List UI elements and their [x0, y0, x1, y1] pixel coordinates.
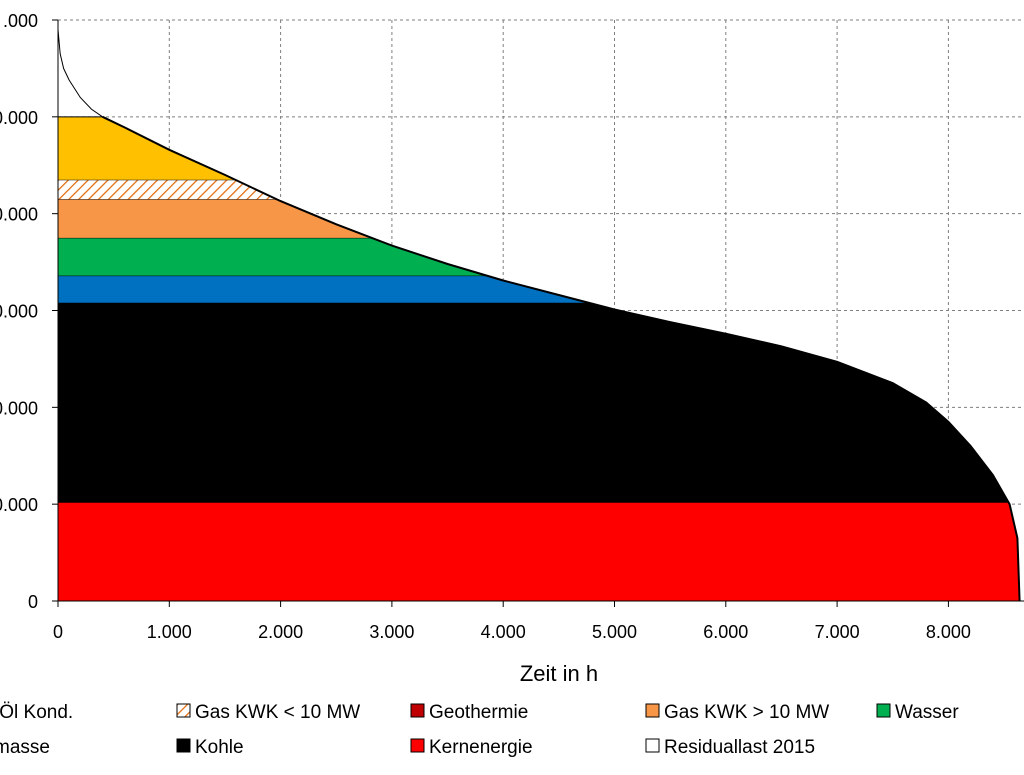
legend-swatch	[176, 738, 191, 753]
x-tick-label: 1.000	[147, 622, 192, 642]
y-tick-label: 0.000	[0, 108, 38, 128]
y-tick-label: 0.000	[0, 205, 38, 225]
legend-item: Residuallast 2015	[645, 737, 815, 758]
x-tick-label: 5.000	[592, 622, 637, 642]
plot-area	[57, 29, 1021, 602]
legend-label: /Öl Kond.	[0, 702, 73, 723]
legend-item: Kohle	[176, 737, 244, 758]
axes: 0 1.000 2.000 3.000 4.000 5.000 6.000 7.000 8.00…	[0, 11, 1024, 642]
legend-swatch	[410, 703, 425, 718]
legend-item: Wasser	[876, 702, 959, 723]
band-gas-kwk-10-mw	[58, 179, 1020, 200]
legend-label: Residuallast 2015	[664, 737, 815, 758]
legend-label: Geothermie	[429, 702, 528, 723]
band-wasser	[58, 237, 1020, 276]
residual-load-outline	[102, 115, 1021, 602]
band-kohle	[58, 302, 1020, 503]
stacked-bands	[58, 116, 1020, 601]
legend-label: masse	[0, 737, 50, 758]
y-tick-label: .000	[3, 11, 38, 31]
legend-label: Gas KWK > 10 MW	[664, 702, 829, 723]
band-biomasse	[58, 275, 1020, 303]
y-tick-label: 0.000	[0, 495, 38, 515]
legend-label: Gas KWK < 10 MW	[195, 702, 360, 723]
legend-item: Gas KWK > 10 MW	[645, 702, 829, 723]
legend-swatch	[645, 738, 660, 753]
x-tick-label: 3.000	[369, 622, 414, 642]
band-kernenergie	[58, 502, 1020, 601]
legend-swatch	[176, 703, 191, 718]
x-tick-label: 6.000	[703, 622, 748, 642]
legend-swatch	[876, 703, 891, 718]
x-tick-label: 2.000	[258, 622, 303, 642]
x-tick-label: 7.000	[815, 622, 860, 642]
band-gas-l-kond-	[58, 116, 1020, 180]
legend-item: masse	[0, 737, 50, 758]
x-tick-label: 4.000	[481, 622, 526, 642]
legend-swatch	[410, 738, 425, 753]
band-gas-kwk-10-mw	[58, 199, 1020, 238]
legend-label: Kernenergie	[429, 737, 533, 758]
legend-swatch	[645, 703, 660, 718]
y-tick-label: 0.000	[0, 302, 38, 322]
x-tick-label: 0	[53, 622, 63, 642]
x-axis-title: Zeit in h	[520, 661, 598, 686]
legend-item: Gas KWK < 10 MW	[176, 702, 360, 723]
legend-item: Kernenergie	[410, 737, 533, 758]
legend-label: Wasser	[895, 702, 959, 723]
legend-label: Kohle	[195, 737, 244, 758]
y-tick-label: 0.000	[0, 398, 38, 418]
x-tick-label: 8.000	[926, 622, 971, 642]
legend-item: Geothermie	[410, 702, 528, 723]
legend-item: /Öl Kond.	[0, 702, 73, 723]
legend: /Öl Kond. Gas KWK < 10 MW Geothermie Gas KW…	[0, 702, 959, 758]
y-tick-label: 0	[28, 592, 38, 612]
